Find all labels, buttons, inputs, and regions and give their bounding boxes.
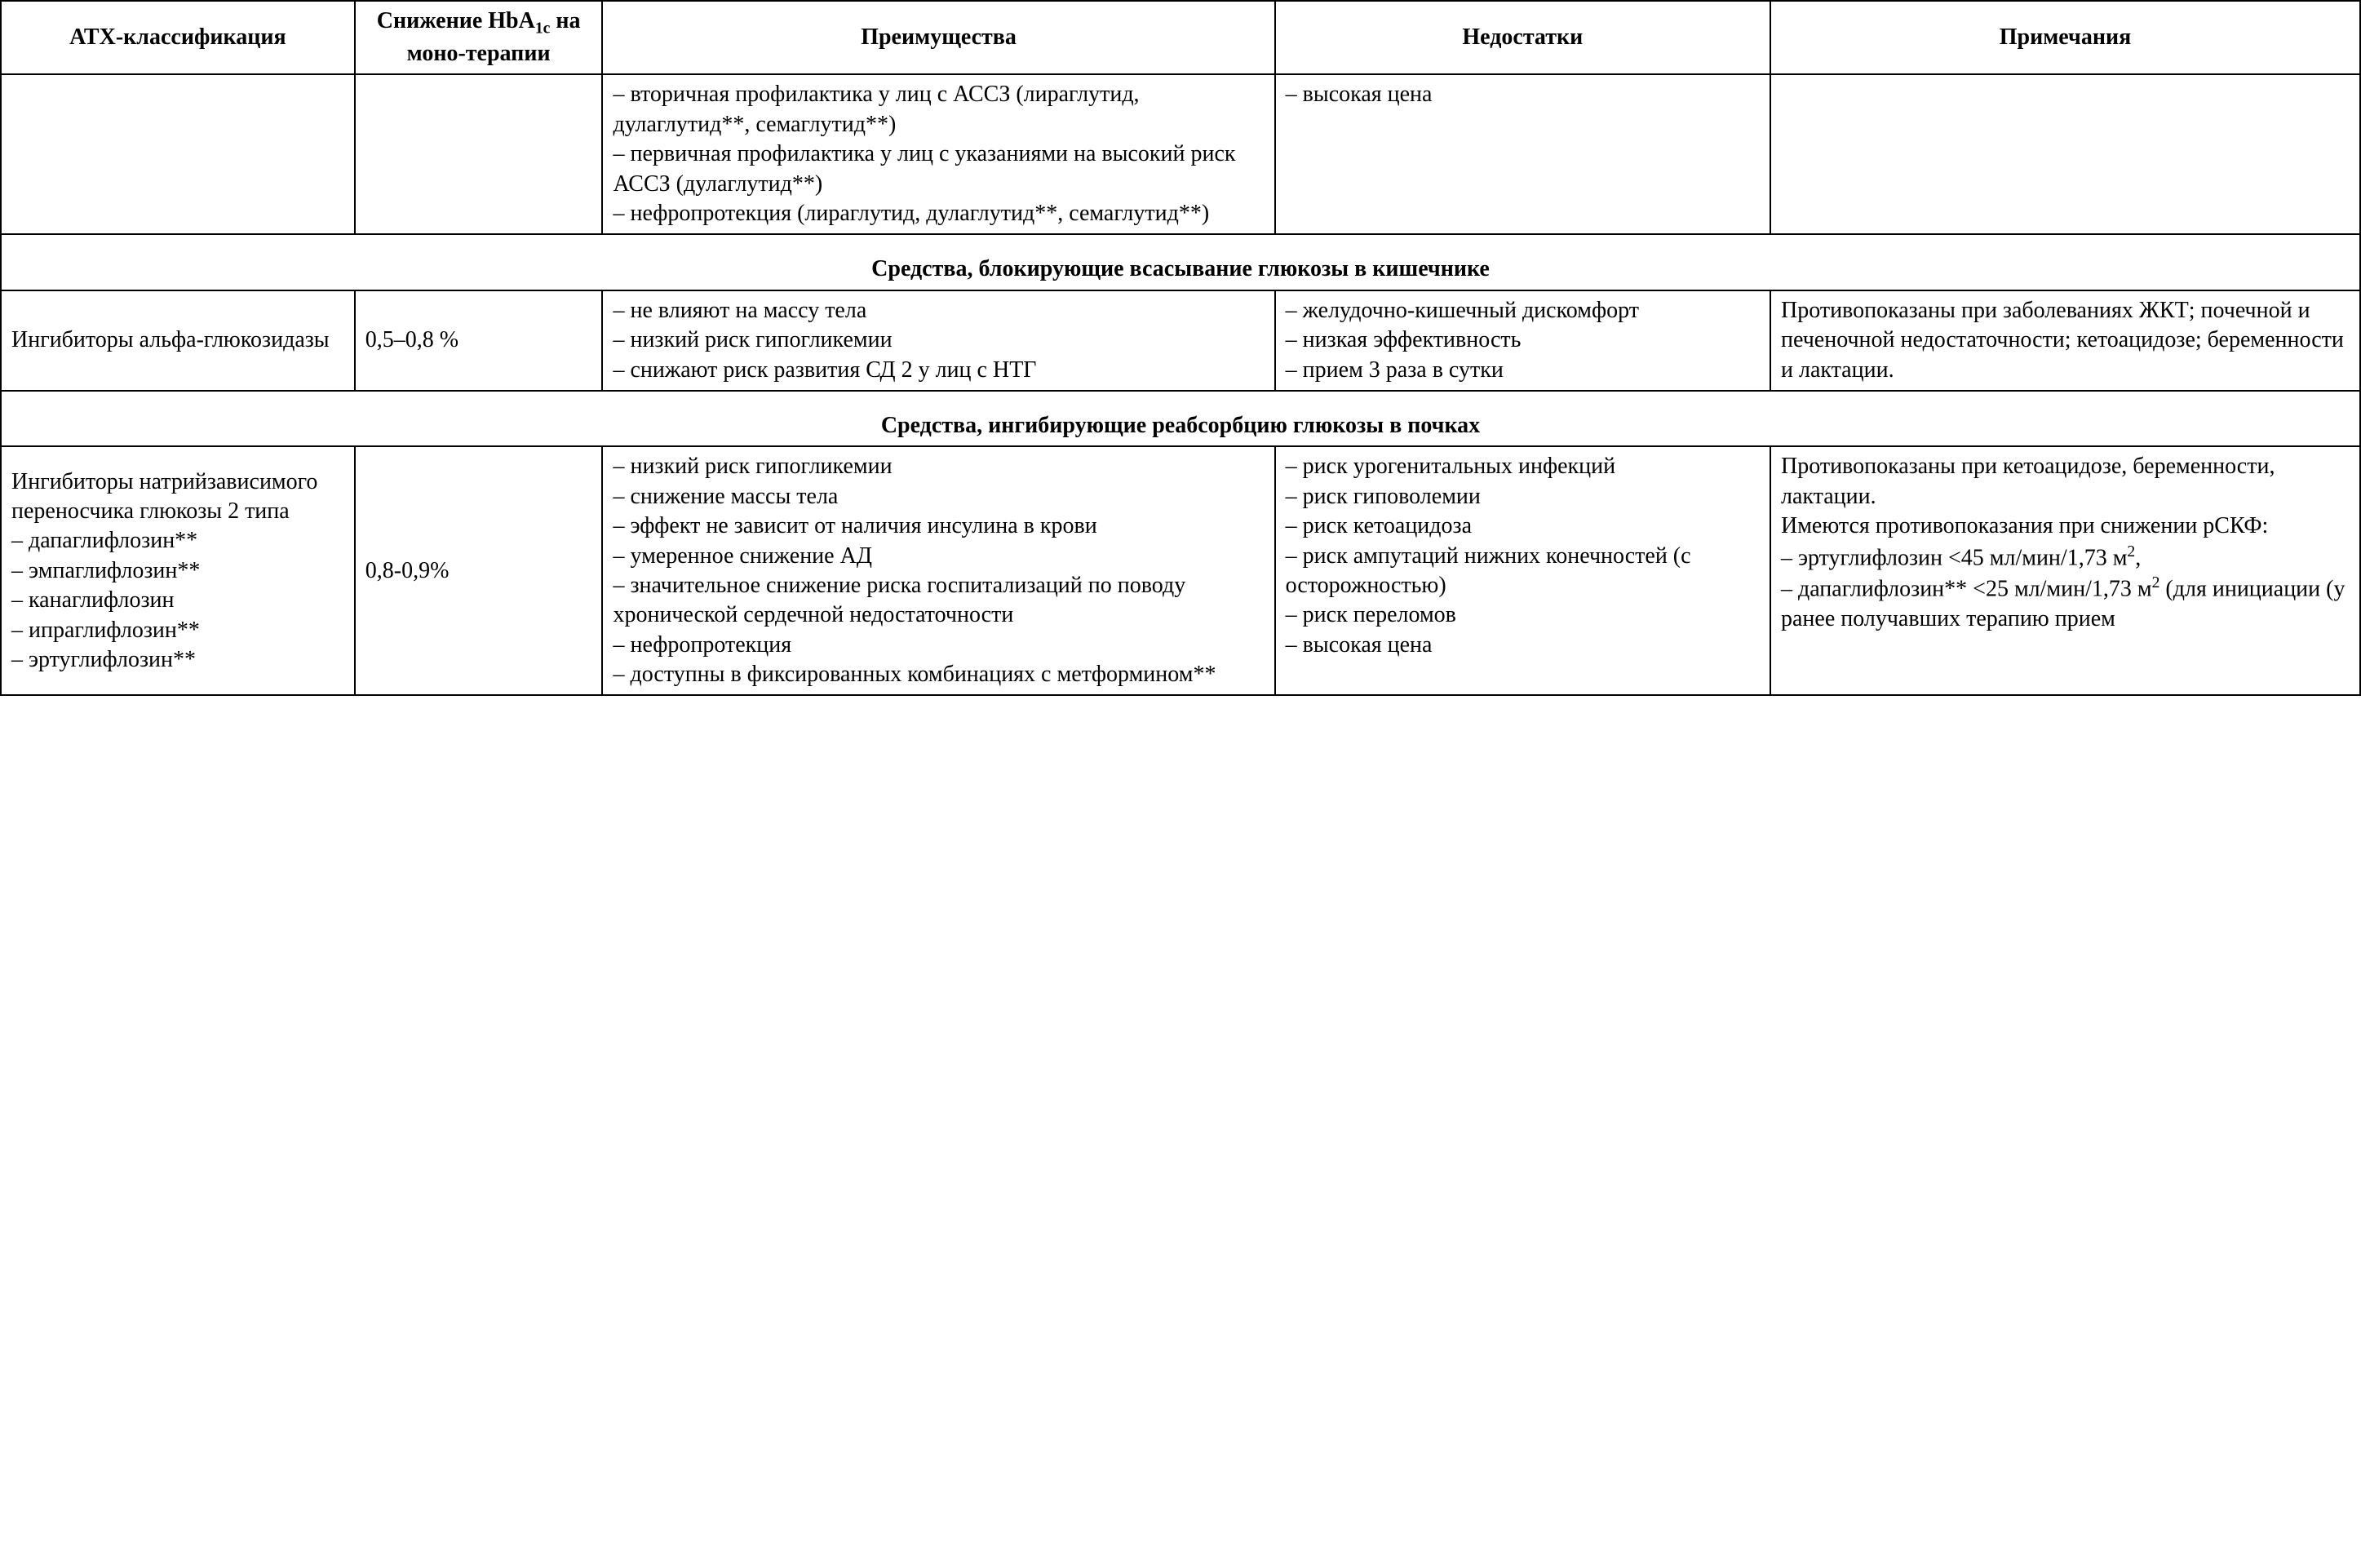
cell-hba1c	[355, 74, 603, 234]
cell-advantages: – низкий риск гипогликемии – снижение ма…	[602, 446, 1274, 695]
col-header-notes: Примечания	[1770, 1, 2360, 74]
cell-disadvantages: – высокая цена	[1275, 74, 1770, 234]
section-header-row: Средства, ингибирующие реабсорбцию глюко…	[1, 391, 2360, 446]
cell-disadvantages: – риск урогенитальных инфекций – риск ги…	[1275, 446, 1770, 695]
cell-notes: Противопоказаны при заболеваниях ЖКТ; по…	[1770, 290, 2360, 391]
cell-hba1c: 0,8-0,9%	[355, 446, 603, 695]
table-row: – вторичная профилактика у лиц с АССЗ (л…	[1, 74, 2360, 234]
cell-notes: Противопоказаны при кетоацидозе, беремен…	[1770, 446, 2360, 695]
col-header-atc: АТХ-классификация	[1, 1, 355, 74]
cell-advantages: – вторичная профилактика у лиц с АССЗ (л…	[602, 74, 1274, 234]
cell-hba1c: 0,5–0,8 %	[355, 290, 603, 391]
cell-disadvantages: – желудочно-кишечный дискомфорт – низкая…	[1275, 290, 1770, 391]
cell-atc	[1, 74, 355, 234]
cell-notes	[1770, 74, 2360, 234]
col-header-disadvantages: Недостатки	[1275, 1, 1770, 74]
cell-atc: Ингибиторы натрийзависимого переносчика …	[1, 446, 355, 695]
table-row: Ингибиторы альфа-глюкозидазы 0,5–0,8 % –…	[1, 290, 2360, 391]
col-header-advantages: Преимущества	[602, 1, 1274, 74]
section-header-row: Средства, блокирующие всасывание глюкозы…	[1, 234, 2360, 290]
drug-classification-table: АТХ-классификация Снижение HbA1c на моно…	[0, 0, 2361, 696]
cell-advantages: – не влияют на массу тела – низкий риск …	[602, 290, 1274, 391]
section-title: Средства, блокирующие всасывание глюкозы…	[1, 234, 2360, 290]
table-row: Ингибиторы натрийзависимого переносчика …	[1, 446, 2360, 695]
section-title: Средства, ингибирующие реабсорбцию глюко…	[1, 391, 2360, 446]
cell-atc: Ингибиторы альфа-глюкозидазы	[1, 290, 355, 391]
table-header-row: АТХ-классификация Снижение HbA1c на моно…	[1, 1, 2360, 74]
col-header-hba1c: Снижение HbA1c на моно-терапии	[355, 1, 603, 74]
